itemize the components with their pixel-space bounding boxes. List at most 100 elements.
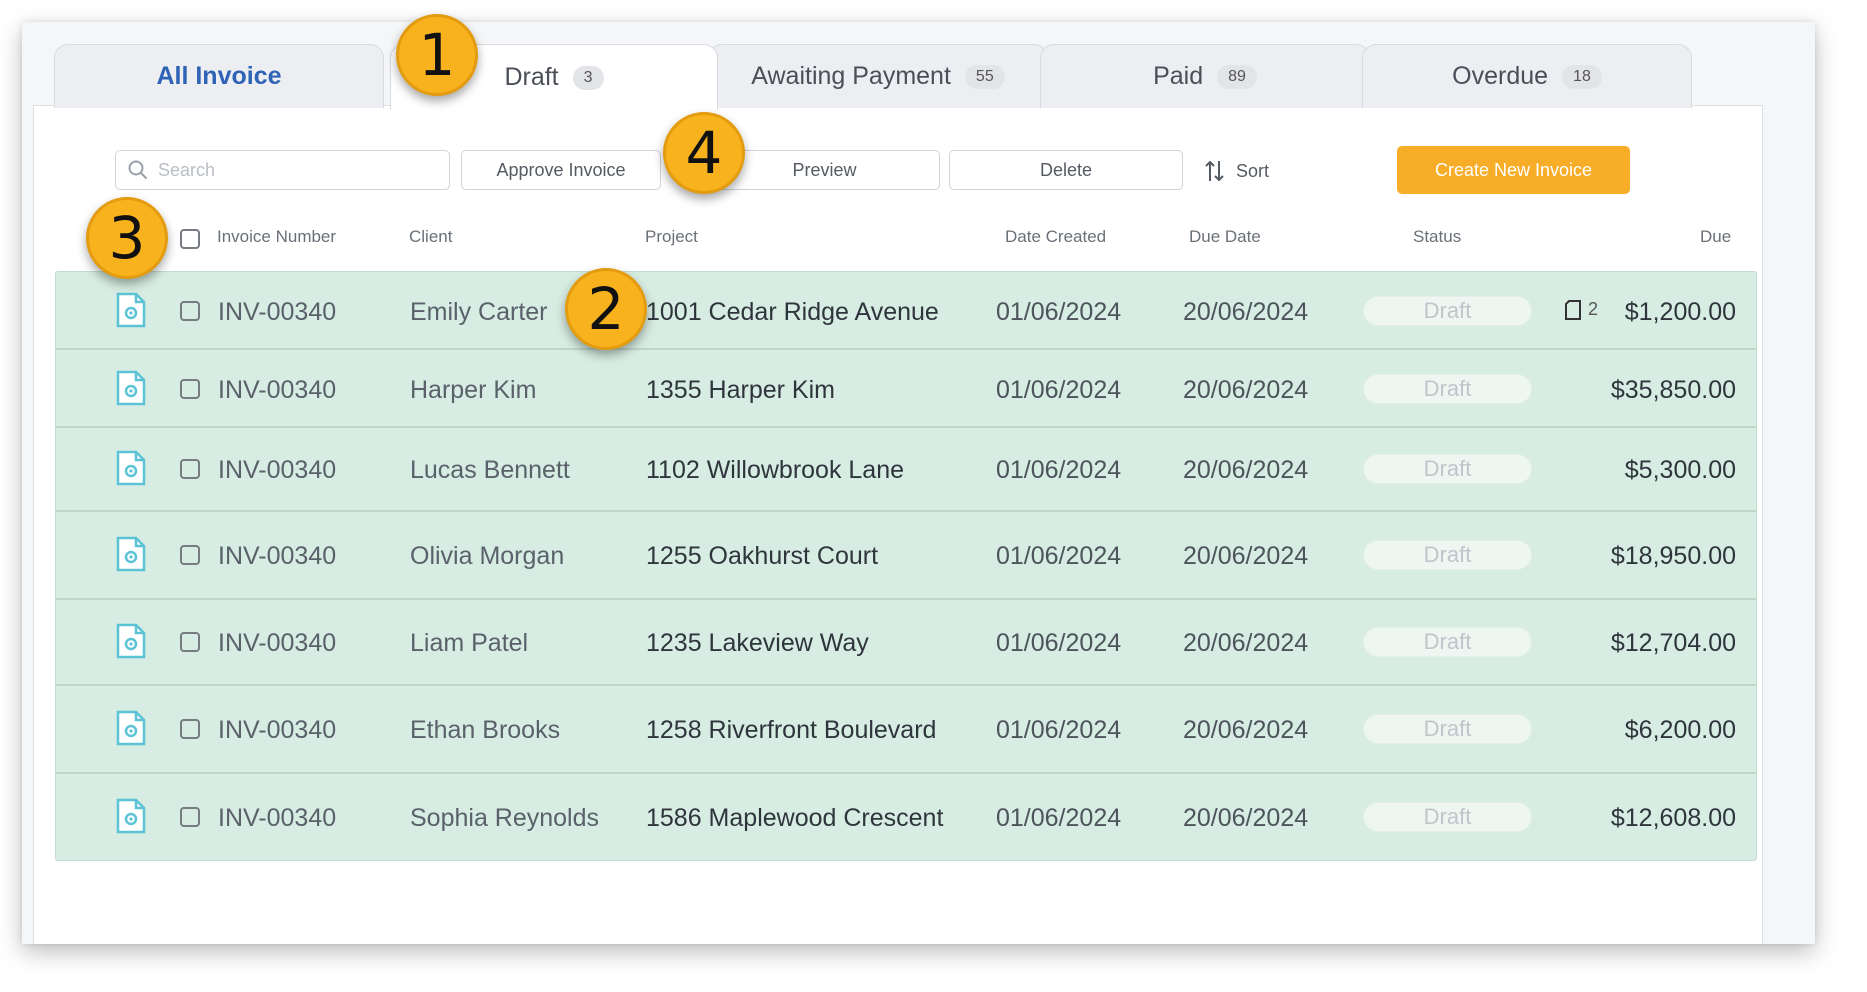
project-name: 1235 Lakeview Way <box>646 629 869 657</box>
project-name: 1255 Oakhurst Court <box>646 542 879 570</box>
date-created: 01/06/2024 <box>996 298 1122 326</box>
delete-button[interactable]: Delete <box>949 150 1183 190</box>
client-name: Liam Patel <box>410 629 529 657</box>
amount-due: $18,950.00 <box>1610 542 1736 570</box>
due-date: 20/06/2024 <box>1183 804 1309 832</box>
client-name: Ethan Brooks <box>410 716 561 744</box>
invoice-table: INV-00340 Emily Carter 1001 Cedar Ridge … <box>55 271 1757 861</box>
table-row[interactable]: INV-00340 Liam Patel 1235 Lakeview Way 0… <box>56 600 1756 686</box>
amount-due: $12,704.00 <box>1610 629 1736 657</box>
amount-due: $12,608.00 <box>1610 804 1736 832</box>
invoice-file-gear-icon[interactable] <box>116 798 146 834</box>
client-name: Harper Kim <box>410 376 537 404</box>
date-created: 01/06/2024 <box>996 716 1122 744</box>
invoice-file-gear-icon[interactable] <box>116 292 146 328</box>
amount-due: $1,200.00 <box>1624 298 1736 326</box>
invoice-file-gear-icon[interactable] <box>116 623 146 659</box>
callout-marker: 2 <box>565 268 647 350</box>
due-date: 20/06/2024 <box>1183 542 1309 570</box>
status-badge: Draft <box>1364 375 1531 403</box>
due-date: 20/06/2024 <box>1183 456 1309 484</box>
project-name: 1258 Riverfront Boulevard <box>646 716 937 744</box>
header-status[interactable]: Status <box>1413 227 1462 246</box>
table-row[interactable]: INV-00340 Olivia Morgan 1255 Oakhurst Co… <box>56 512 1756 600</box>
table-row[interactable]: INV-00340 Sophia Reynolds 1586 Maplewood… <box>56 774 1756 860</box>
select-all-checkbox[interactable] <box>180 229 200 249</box>
create-new-invoice-button[interactable]: Create New Invoice <box>1397 146 1630 194</box>
attachment-icon <box>1565 299 1581 320</box>
row-checkbox[interactable] <box>180 632 200 652</box>
table-row[interactable]: INV-00340 Ethan Brooks 1258 Riverfront B… <box>56 686 1756 774</box>
tab-count-badge: 89 <box>1217 64 1257 89</box>
tab-count-badge: 18 <box>1562 64 1602 89</box>
client-name: Emily Carter <box>410 298 548 326</box>
table-row[interactable]: INV-00340 Emily Carter 1001 Cedar Ridge … <box>56 272 1756 350</box>
client-name: Sophia Reynolds <box>410 804 600 832</box>
tab-overdue[interactable]: Overdue 18 <box>1362 44 1692 108</box>
status-badge: Draft <box>1364 455 1531 483</box>
callout-marker: 4 <box>663 112 745 194</box>
amount-due: $35,850.00 <box>1610 376 1736 404</box>
client-name: Olivia Morgan <box>410 542 565 570</box>
date-created: 01/06/2024 <box>996 542 1122 570</box>
project-name: 1102 Willowbrook Lane <box>646 456 905 484</box>
status-badge: Draft <box>1364 715 1531 743</box>
status-badge: Draft <box>1364 297 1531 325</box>
invoice-number: INV-00340 <box>218 542 337 570</box>
date-created: 01/06/2024 <box>996 804 1122 832</box>
header-due-date[interactable]: Due Date <box>1189 227 1261 246</box>
invoice-number: INV-00340 <box>218 716 337 744</box>
search-box[interactable] <box>115 150 450 190</box>
project-name: 1355 Harper Kim <box>646 376 835 404</box>
callout-marker: 3 <box>86 197 168 279</box>
header-due[interactable]: Due <box>1700 227 1732 246</box>
search-icon <box>128 160 148 180</box>
search-input[interactable] <box>158 159 428 181</box>
tab-count-badge: 3 <box>572 65 604 90</box>
row-checkbox[interactable] <box>180 807 200 827</box>
status-badge: Draft <box>1364 628 1531 656</box>
header-client[interactable]: Client <box>409 227 453 246</box>
attachment-count[interactable]: 2 <box>1564 299 1598 320</box>
header-invoice-number[interactable]: Invoice Number <box>217 227 337 246</box>
table-row[interactable]: INV-00340 Lucas Bennett 1102 Willowbrook… <box>56 428 1756 512</box>
tab-count-badge: 55 <box>964 64 1005 89</box>
due-date: 20/06/2024 <box>1183 376 1309 404</box>
row-checkbox[interactable] <box>180 301 200 321</box>
tab-label: Overdue <box>1452 62 1549 90</box>
invoice-file-gear-icon[interactable] <box>116 536 146 572</box>
row-checkbox[interactable] <box>180 719 200 739</box>
tab-label: Draft <box>504 63 559 91</box>
invoice-number: INV-00340 <box>218 804 337 832</box>
project-name: 1586 Maplewood Crescent <box>646 804 944 832</box>
due-date: 20/06/2024 <box>1183 298 1309 326</box>
date-created: 01/06/2024 <box>996 376 1122 404</box>
header-project[interactable]: Project <box>645 227 698 246</box>
tab-all-invoice[interactable]: All Invoice <box>54 44 384 108</box>
amount-due: $5,300.00 <box>1624 456 1736 484</box>
invoice-number: INV-00340 <box>218 376 337 404</box>
sort-label: Sort <box>1236 160 1270 181</box>
approve-invoice-button[interactable]: Approve Invoice <box>461 150 661 190</box>
table-row[interactable]: INV-00340 Harper Kim 1355 Harper Kim 01/… <box>56 350 1756 428</box>
invoice-file-gear-icon[interactable] <box>116 450 146 486</box>
invoice-file-gear-icon[interactable] <box>116 710 146 746</box>
tab-label: All Invoice <box>156 62 282 90</box>
invoice-number: INV-00340 <box>218 456 337 484</box>
tab-label: Awaiting Payment <box>751 62 951 90</box>
project-name: 1001 Cedar Ridge Avenue <box>646 298 939 326</box>
attachment-count-label: 2 <box>1588 299 1599 319</box>
header-date-created[interactable]: Date Created <box>1005 227 1107 246</box>
sort-button[interactable]: Sort <box>1204 156 1269 186</box>
row-checkbox[interactable] <box>180 545 200 565</box>
tab-awaiting-payment[interactable]: Awaiting Payment 55 <box>708 44 1048 108</box>
tab-paid[interactable]: Paid 89 <box>1040 44 1370 108</box>
amount-due: $6,200.00 <box>1624 716 1736 744</box>
invoice-file-gear-icon[interactable] <box>116 370 146 406</box>
row-checkbox[interactable] <box>180 379 200 399</box>
due-date: 20/06/2024 <box>1183 716 1309 744</box>
sort-icon <box>1205 160 1224 182</box>
status-badge: Draft <box>1364 541 1531 569</box>
row-checkbox[interactable] <box>180 459 200 479</box>
tab-label: Paid <box>1153 62 1204 90</box>
